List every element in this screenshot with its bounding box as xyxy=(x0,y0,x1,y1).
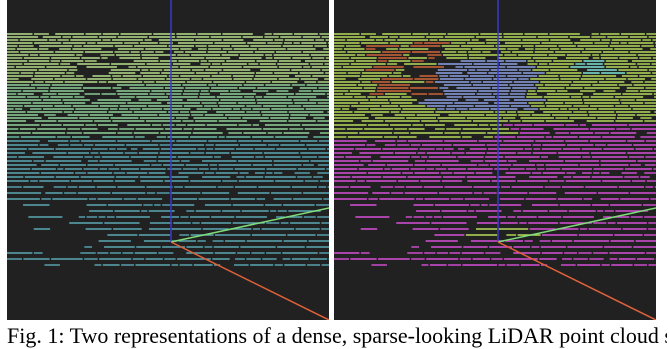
figure xyxy=(7,0,663,320)
point-cloud-semantic-panel xyxy=(334,0,656,320)
y-axis-line xyxy=(497,207,656,243)
point-cloud-height-render xyxy=(7,0,329,320)
figure-caption: Fig. 1: Two representations of a dense, … xyxy=(7,323,667,348)
y-axis-line xyxy=(170,207,329,243)
point-cloud-height-panel xyxy=(7,0,329,320)
point-cloud-semantic-render xyxy=(334,0,656,320)
x-axis-line xyxy=(497,241,656,320)
x-axis-line xyxy=(170,241,329,320)
panel-divider xyxy=(329,0,334,320)
